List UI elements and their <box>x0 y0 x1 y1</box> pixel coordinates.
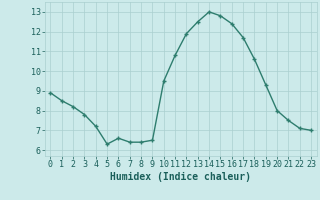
X-axis label: Humidex (Indice chaleur): Humidex (Indice chaleur) <box>110 172 251 182</box>
